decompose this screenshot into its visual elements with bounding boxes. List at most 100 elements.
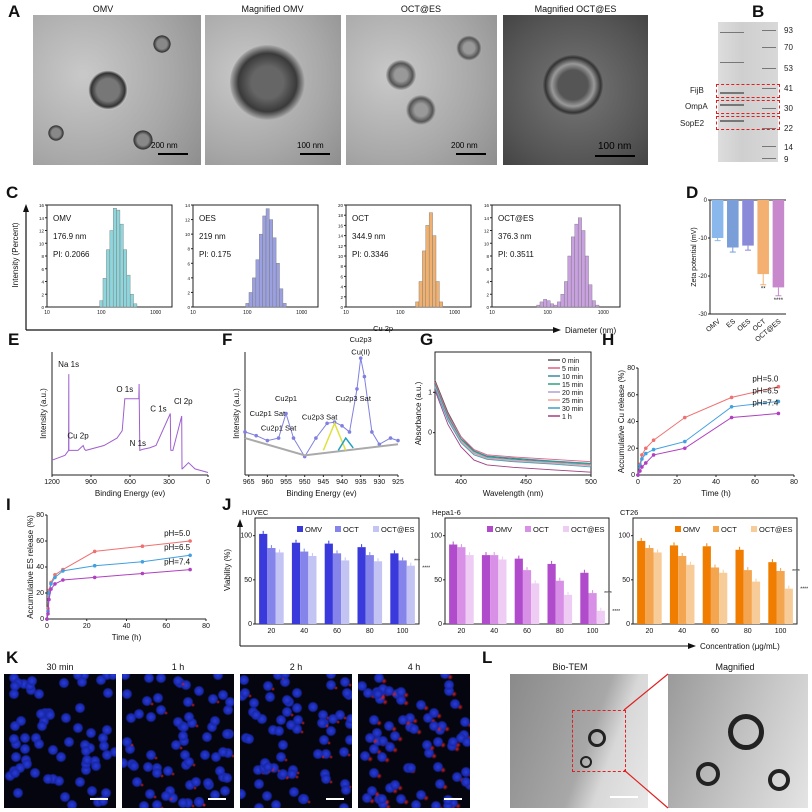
y-tick-label: 50 (244, 577, 252, 584)
panel-label-e: E (8, 330, 19, 349)
data-point (276, 436, 281, 440)
x-tick-label: 0 (636, 479, 640, 486)
fluorescence-image (358, 674, 470, 808)
y-tick-label: 12 (484, 229, 490, 234)
panel-label-g: G (420, 330, 433, 349)
x-tick-label: 500 (585, 479, 597, 486)
histogram-bar (578, 217, 582, 308)
y-tick-label: 60 (36, 538, 44, 545)
series-label: pH=7.4 (752, 398, 779, 407)
legend-label: OCT@ES (759, 525, 792, 534)
y-tick-label: 8 (486, 254, 489, 259)
viability-bar (784, 588, 793, 624)
significance-mark: **** (422, 565, 430, 571)
x-tick-label: 10 (44, 310, 50, 316)
x-tick-label: 10 (343, 310, 349, 316)
x-tick-label: 20 (268, 628, 276, 635)
x-tick-label: 955 (280, 479, 292, 486)
viability-bar (357, 547, 366, 624)
histogram-bar (435, 281, 440, 308)
data-point (729, 395, 734, 400)
viability-bar (490, 555, 499, 624)
y-tick-label: -10 (698, 236, 707, 242)
sample-name: OES (199, 214, 216, 223)
x-arrow-head-icon (553, 327, 561, 333)
histogram-bar (133, 303, 138, 308)
significance-mark: **** (800, 587, 808, 593)
subplot-title: Hepa1-6 (432, 508, 461, 517)
data-point (644, 451, 648, 456)
peak-annotation: Cu2p1 Sat (261, 424, 297, 433)
x-axis-label: Binding Energy (ev) (95, 489, 166, 498)
histogram-bar (248, 292, 253, 308)
scale-bar (208, 798, 226, 800)
legend-label: 5 min (562, 366, 579, 373)
viability-bar (267, 548, 276, 624)
y-tick-label: 2 (187, 290, 190, 295)
y-tick-label: -30 (698, 312, 707, 318)
y-tick-label: 12 (39, 229, 45, 234)
x-tick-label: 40 (300, 628, 308, 635)
data-point (640, 453, 644, 457)
histogram-bar (546, 300, 551, 308)
histogram-bar (415, 301, 420, 308)
y-tick-label: 100 (240, 533, 252, 540)
legend-label: 10 min (562, 374, 583, 381)
histogram-bar (116, 209, 121, 308)
y-axis-label: Viability (%) (223, 549, 232, 591)
peak-annotation: Cu2p3 Sat (335, 394, 371, 403)
data-point (396, 438, 400, 443)
k-title: 30 min (46, 662, 74, 672)
k-title: 4 h (407, 662, 421, 672)
significance-mark: **** (792, 569, 800, 575)
data-point (140, 544, 145, 548)
y-tick-label: 4 (340, 285, 343, 290)
data-point (644, 446, 648, 451)
y-tick-label: 16 (39, 203, 45, 208)
data-point (188, 553, 192, 558)
title-oct-es: OCT@ES (400, 4, 442, 14)
k-title: 1 h (171, 662, 185, 672)
viability-bar (563, 594, 573, 624)
y-tick-label: 10 (338, 254, 344, 259)
y-tick-label: 14 (39, 216, 45, 221)
data-point (388, 436, 393, 440)
panel-label-c: C (6, 183, 18, 202)
legend-label: OCT (343, 525, 359, 534)
histogram-bar (255, 259, 260, 308)
peak-annotation: Cl 2p (174, 397, 193, 406)
panel-label-l: L (482, 648, 493, 667)
y-arrow-head-icon (237, 519, 243, 527)
marker-9: 9 (784, 155, 789, 164)
viability-bar (398, 560, 407, 624)
x-tick-label: 945 (318, 479, 330, 486)
data-point (49, 587, 53, 591)
data-point (651, 438, 656, 443)
x-tick-label: OES (736, 318, 752, 333)
data-point (53, 575, 57, 580)
x-tick-label: 400 (455, 479, 467, 486)
histogram-bar (550, 303, 554, 308)
x-tick-label: 60 (751, 479, 759, 486)
scale-label: 200 nm (451, 141, 478, 150)
data-point (92, 575, 97, 580)
viability-bar (300, 551, 309, 624)
data-point (254, 433, 258, 438)
marker-30: 30 (784, 104, 793, 113)
histogram-bar (418, 281, 423, 308)
tem-image-magnified-omv: 100 nm (205, 15, 341, 165)
marker-22: 22 (784, 124, 793, 133)
legend-label: OMV (683, 525, 700, 534)
histogram-bar (536, 304, 541, 308)
histogram-bar (553, 304, 558, 308)
title-magnified-oct-es: Magnified OCT@ES (534, 4, 617, 14)
y-tick-label: 10 (185, 232, 191, 237)
y-tick-label: 0 (187, 305, 190, 310)
x-tick-label: OMV (705, 318, 722, 334)
data-point (46, 612, 50, 616)
x-tick-label: 40 (123, 623, 131, 630)
x-tick-label: 10 (190, 310, 196, 316)
y-tick-label: 0 (704, 198, 708, 204)
viability-bar (580, 572, 589, 624)
x-tick-label: 40 (490, 628, 498, 635)
